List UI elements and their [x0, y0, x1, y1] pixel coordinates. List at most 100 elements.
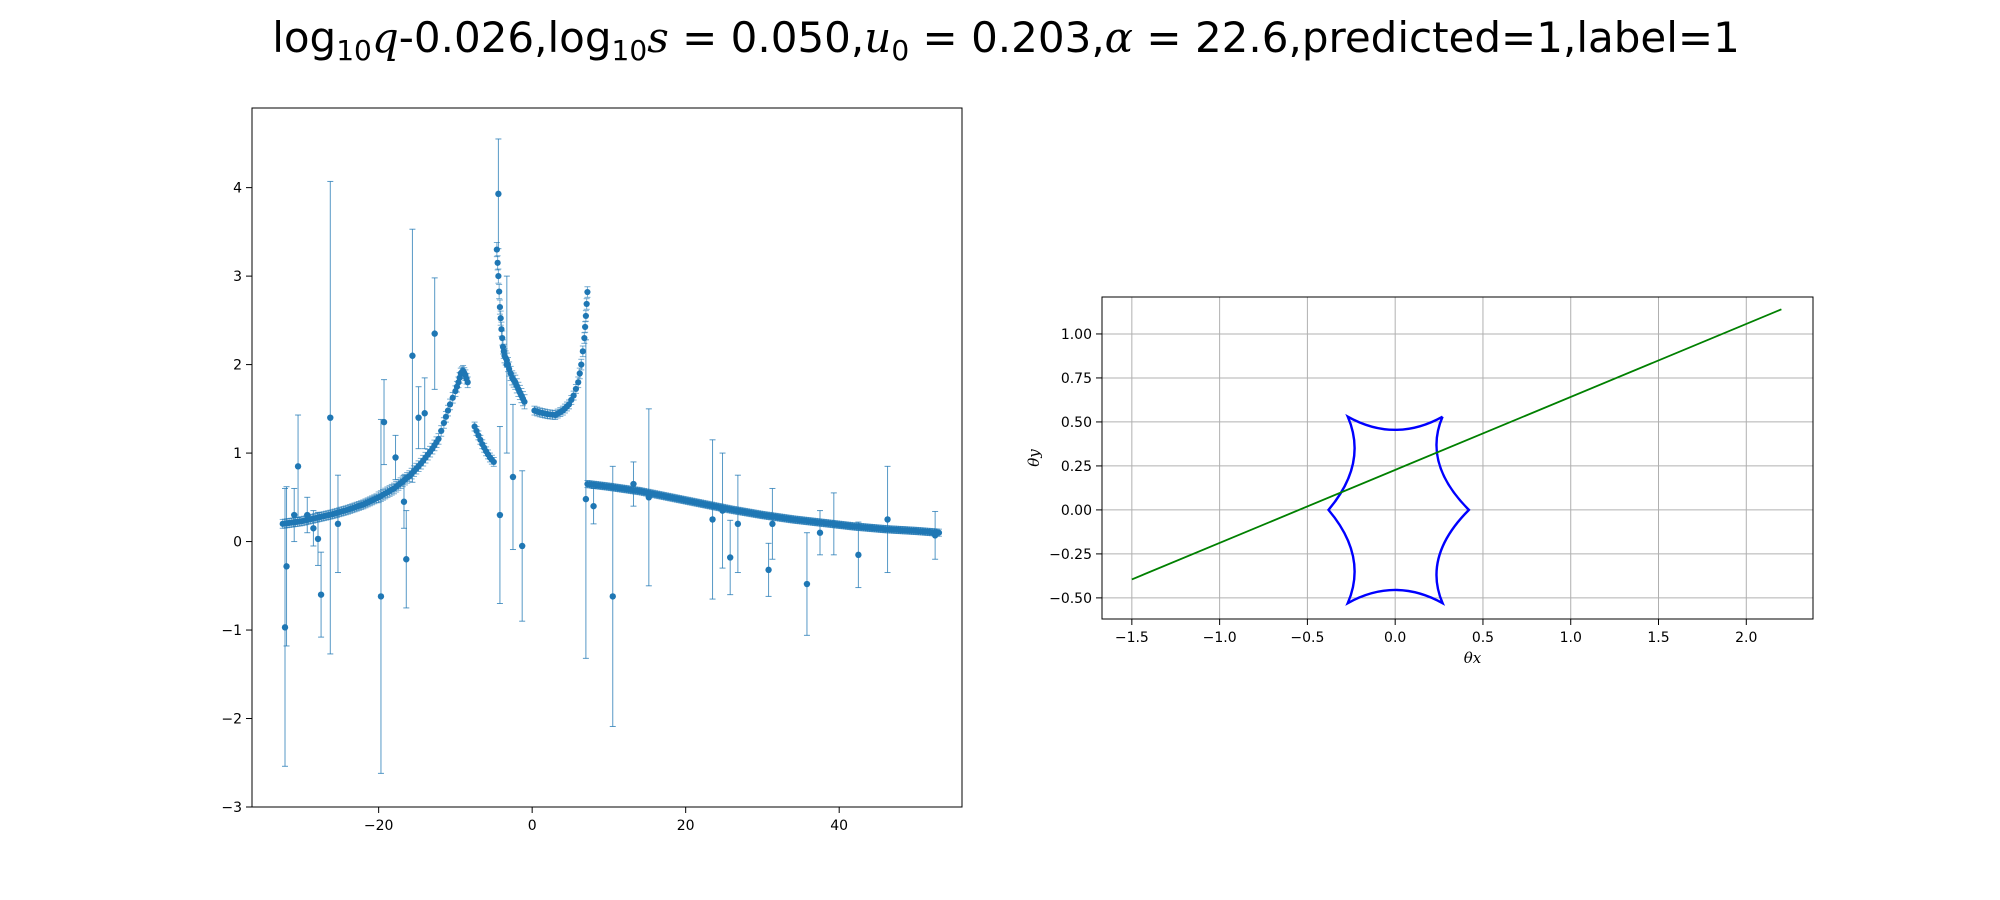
data-point	[464, 379, 471, 386]
title-alpha-value: 22.6	[1195, 13, 1289, 62]
x-tick-label: 0.0	[1384, 630, 1406, 646]
data-point	[494, 259, 501, 266]
data-point	[582, 312, 589, 320]
data-point	[765, 566, 772, 574]
y-tick-label: −2	[221, 712, 242, 728]
data-point	[645, 494, 653, 501]
data-point	[449, 394, 456, 401]
data-point	[769, 520, 776, 528]
x-tick-label: −20	[364, 818, 394, 834]
title-label: ,label=1	[1563, 13, 1740, 62]
data-point	[803, 580, 811, 588]
caustic-curve	[1326, 413, 1471, 606]
data-point	[291, 511, 298, 519]
data-point	[590, 502, 597, 510]
data-point	[281, 624, 289, 631]
data-point	[931, 532, 939, 539]
data-point	[403, 556, 410, 563]
data-point	[496, 303, 504, 311]
data-point	[583, 300, 590, 308]
data-point	[609, 593, 616, 600]
data-point	[884, 516, 891, 523]
data-point	[294, 463, 302, 470]
data-point	[521, 398, 528, 405]
x-tick-label: 1.0	[1560, 630, 1582, 646]
data-point	[630, 480, 637, 488]
x-tick-label: −1.5	[1115, 630, 1149, 646]
y-tick-label: −1	[221, 623, 242, 639]
data-point	[497, 315, 504, 322]
y-tick-label: −3	[221, 800, 242, 816]
data-point	[327, 414, 334, 421]
data-point	[334, 520, 342, 528]
x-tick-label: 0.5	[1472, 630, 1494, 646]
data-point	[496, 288, 503, 295]
x-tick-label: −1.0	[1203, 630, 1237, 646]
y-tick-label: 0	[233, 535, 242, 551]
y-tick-label: 0.50	[1061, 415, 1092, 431]
y-tick-label: 2	[233, 358, 242, 374]
data-point	[582, 495, 590, 503]
light-curve-frame	[251, 107, 963, 808]
y-tick-label: −0.50	[1049, 591, 1092, 607]
x-tick-label: 1.5	[1647, 630, 1669, 646]
y-tick-label: 3	[233, 269, 242, 285]
source-trajectory-line	[1131, 308, 1782, 581]
caustic-frame	[1101, 296, 1814, 620]
data-point	[431, 330, 438, 337]
y-tick-label: 0.75	[1061, 371, 1092, 387]
y-tick-label: 0.25	[1061, 459, 1092, 475]
x-tick-label: 40	[830, 818, 848, 834]
title-u0-value: 0.203	[971, 13, 1091, 62]
x-tick-label: 0	[528, 818, 537, 834]
data-point	[495, 273, 502, 280]
data-point	[570, 392, 577, 399]
caustic-axes: −1.5 −1.0 −0.5 0.0 0.5 1.0 1.5 2.0 −0.50 −0.25 0.0…	[1025, 296, 1814, 667]
title-q-value: -0.026	[399, 13, 534, 62]
data-point	[584, 288, 591, 296]
data-point	[415, 414, 422, 421]
data-point	[578, 361, 585, 368]
data-point	[726, 554, 734, 561]
data-point	[582, 323, 589, 331]
y-tick-label: −0.25	[1049, 547, 1092, 563]
x-axis-label: θx	[1464, 649, 1482, 667]
x-tick-label: −0.5	[1290, 630, 1324, 646]
y-axis-label: θy	[1025, 449, 1043, 467]
data-point	[283, 563, 290, 570]
light-curve-axes: −20 0 20 40 −3 −2 −1 0 1 2 3 4	[221, 107, 963, 834]
data-point	[855, 551, 862, 559]
data-point	[421, 410, 428, 417]
y-tick-label: 4	[233, 181, 242, 197]
data-point	[816, 529, 824, 536]
data-point	[719, 507, 726, 514]
data-point	[576, 370, 583, 377]
data-point	[317, 591, 325, 598]
data-point	[734, 520, 742, 528]
y-tick-label: 1	[233, 446, 242, 462]
data-point	[392, 454, 399, 461]
data-point	[310, 525, 317, 532]
x-tick-label: 2.0	[1735, 630, 1757, 646]
data-point	[503, 361, 511, 368]
data-point	[490, 458, 497, 466]
data-point	[304, 511, 311, 519]
data-point	[435, 435, 442, 443]
data-point	[518, 542, 526, 550]
data-point	[830, 520, 838, 528]
data-point	[409, 352, 416, 359]
y-tick-label: 0.00	[1061, 503, 1092, 519]
data-point	[579, 348, 586, 355]
title-s-value: 0.050	[731, 13, 851, 62]
data-point	[509, 473, 517, 481]
data-point	[438, 427, 445, 435]
y-tick-label: 1.00	[1061, 327, 1092, 343]
data-point	[314, 535, 322, 543]
data-point	[709, 516, 716, 523]
figure-title: log10q-0.026,log10s = 0.050,u0 = 0.203,α…	[272, 13, 1740, 67]
title-predicted: ,predicted=1	[1288, 13, 1563, 62]
data-point	[493, 246, 500, 253]
data-point	[377, 593, 385, 600]
data-point	[575, 379, 582, 386]
